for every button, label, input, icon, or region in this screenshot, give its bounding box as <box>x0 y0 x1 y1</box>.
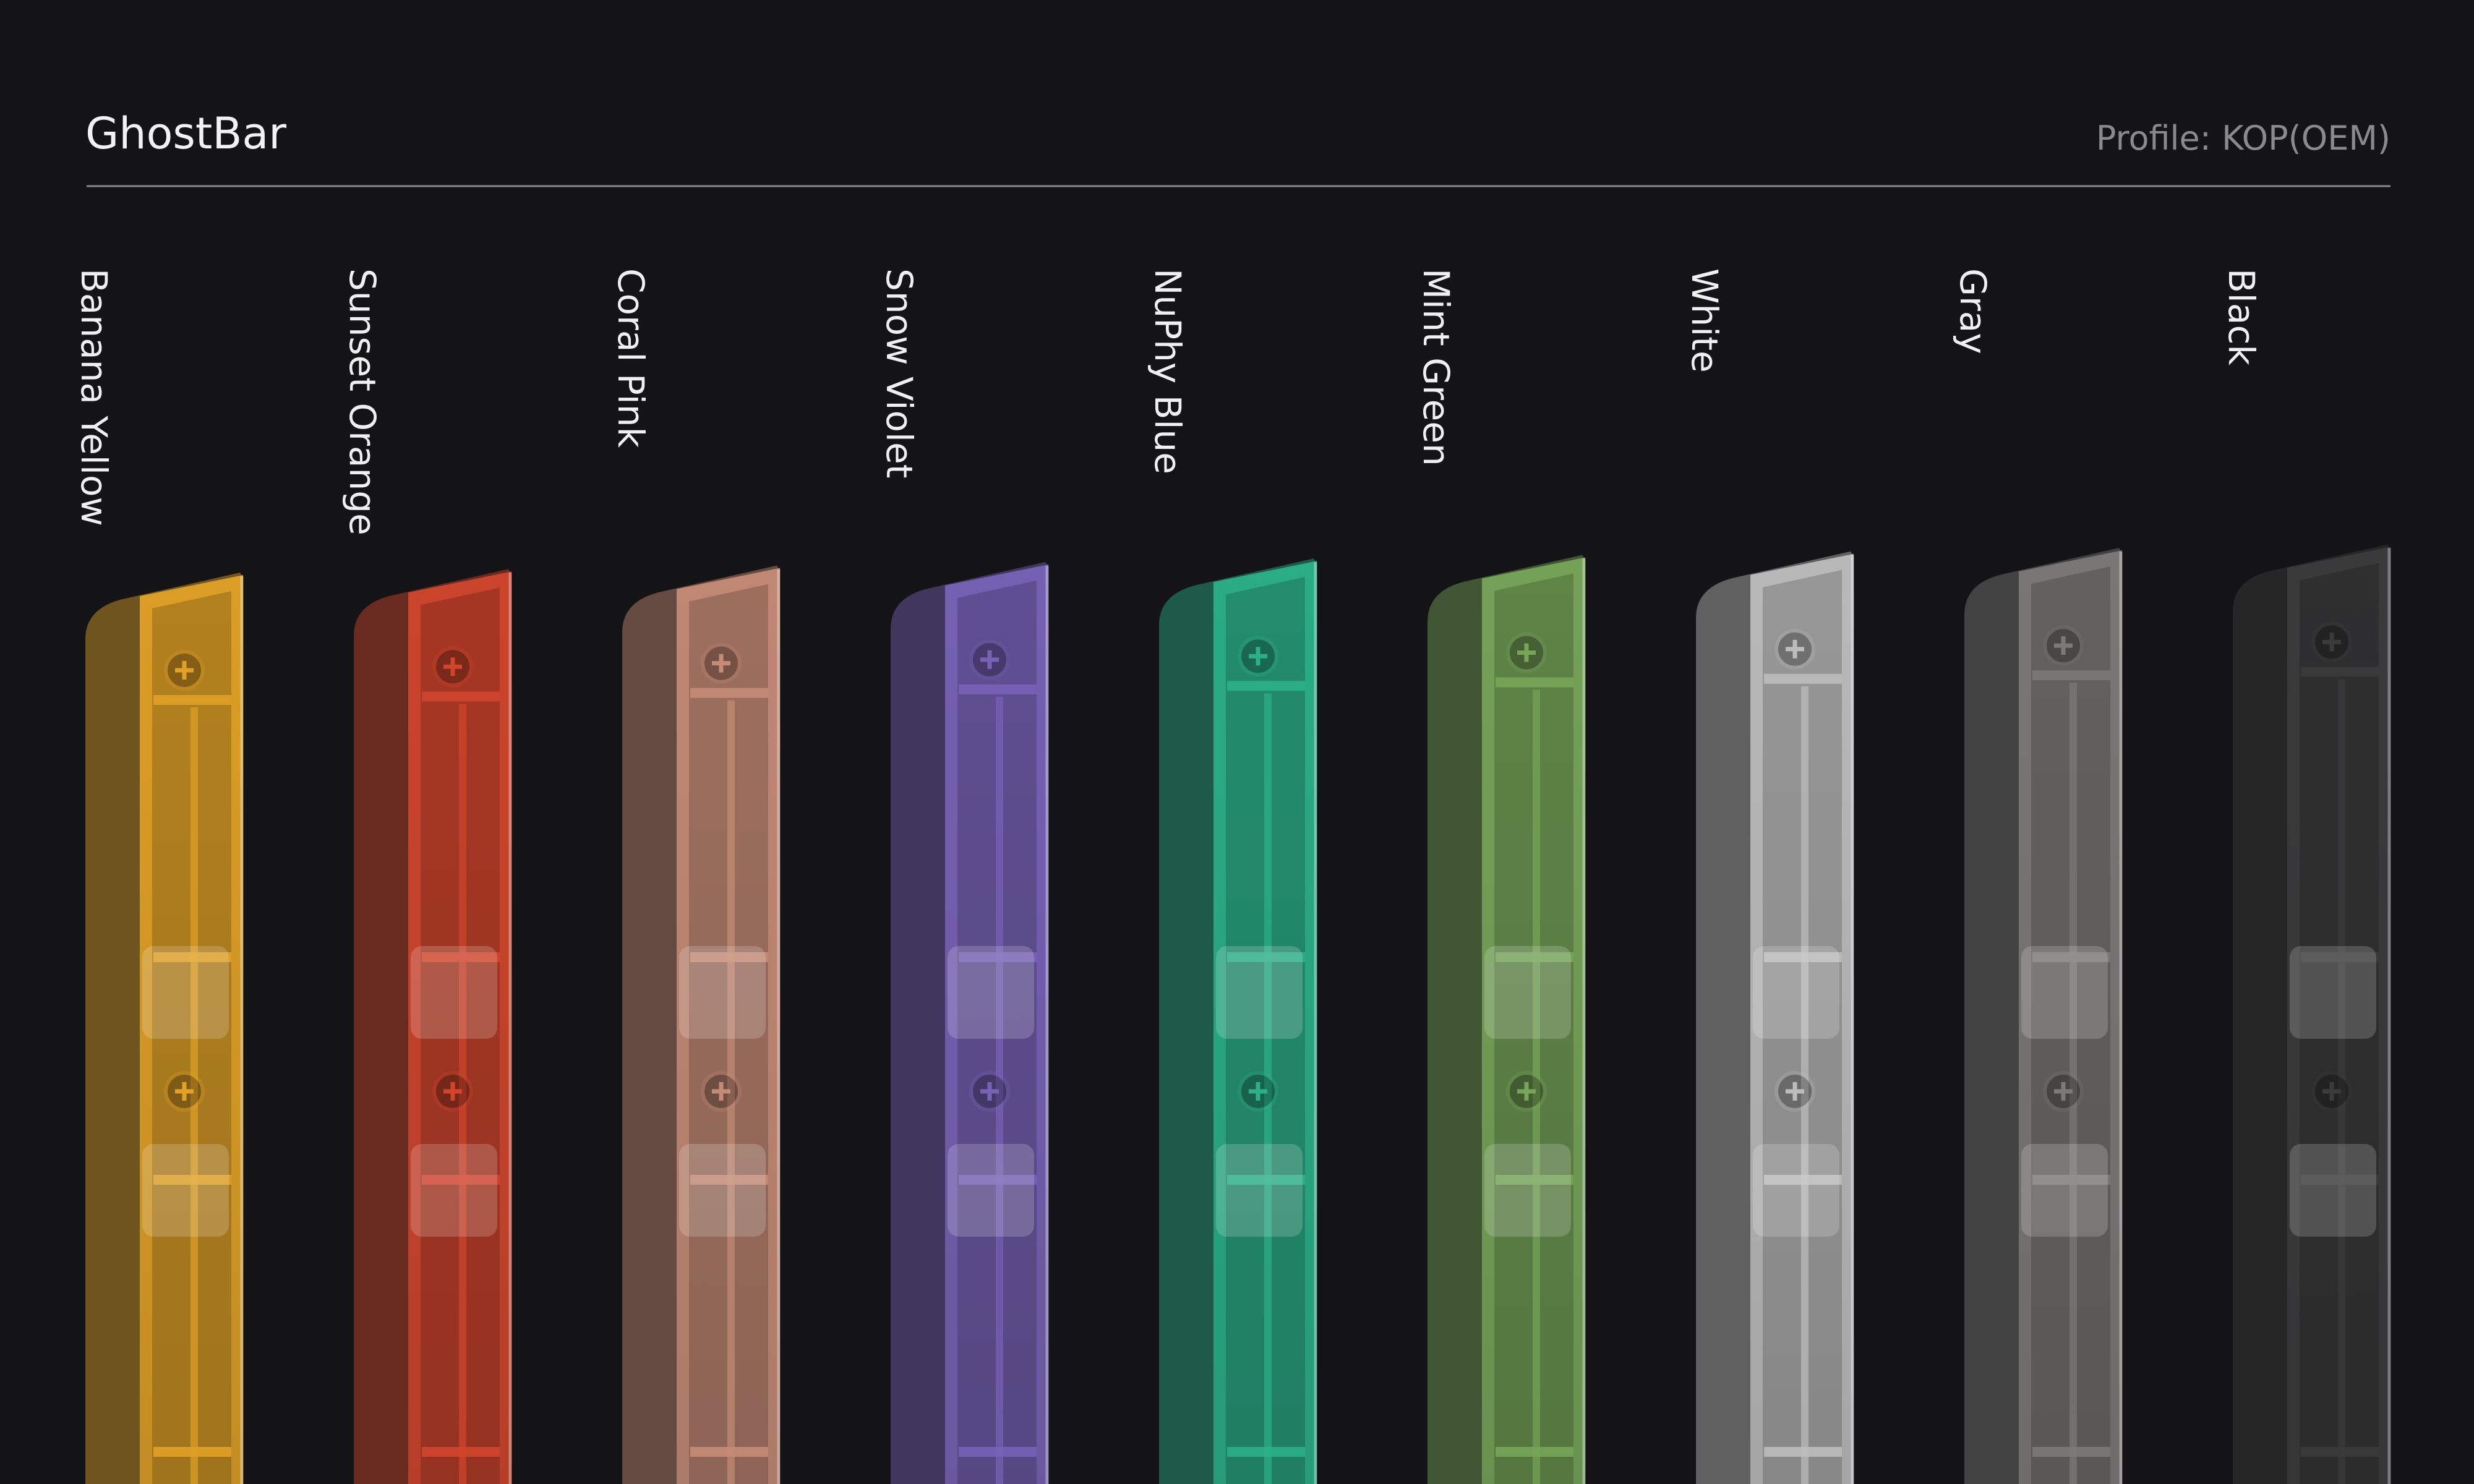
ghostbar <box>622 565 781 1484</box>
ghostbar <box>354 569 512 1484</box>
bar-rib <box>1764 673 1842 684</box>
bar-rib <box>2301 667 2379 677</box>
screw-cross <box>980 650 999 669</box>
ghostbar <box>1964 548 2123 1484</box>
bar-clip <box>2290 1144 2376 1237</box>
bar-clip <box>411 946 497 1039</box>
screw-cross <box>2054 1082 2073 1101</box>
ghostbar <box>1159 558 1317 1484</box>
bar-spine <box>1801 686 1808 1484</box>
title: GhostBar <box>85 108 286 159</box>
variant-label: White <box>1684 268 1726 373</box>
bar-spine <box>1533 689 1540 1484</box>
screw-cross <box>2054 636 2073 655</box>
bar-clip <box>1484 946 1571 1039</box>
screw-cross <box>1249 647 1267 666</box>
bar-set <box>85 544 2391 1484</box>
screw-cross <box>980 1082 999 1101</box>
bar-clip <box>948 1144 1034 1237</box>
bar-clip <box>2021 946 2108 1039</box>
variant-label: Mint Green <box>1415 268 1457 466</box>
bar-clip <box>1753 1144 1839 1237</box>
bar-rib <box>690 688 768 698</box>
variant-label: Coral Pink <box>610 268 652 448</box>
bar-clip <box>1216 1144 1303 1237</box>
ghostbar <box>2233 544 2391 1484</box>
bar-clip <box>2021 1144 2108 1237</box>
bar-rib <box>1227 681 1305 691</box>
subtitle: Profile: KOP(OEM) <box>2096 119 2391 158</box>
bar-rib <box>2032 670 2110 681</box>
screw-cross <box>1517 1082 1536 1101</box>
screw-cross <box>2322 633 2341 652</box>
bar-spine <box>996 696 1003 1484</box>
bar-clip <box>142 1144 229 1237</box>
bar-rib <box>422 691 500 702</box>
variant-label: Banana Yellow <box>73 268 115 526</box>
bar-clip <box>142 946 229 1039</box>
bar-clip <box>2290 946 2376 1039</box>
bar-spine <box>2070 683 2077 1484</box>
screw-cross <box>443 657 462 676</box>
bar-clip <box>679 946 766 1039</box>
variant-label: Sunset Orange <box>341 268 383 535</box>
ghostbar <box>1696 551 1854 1484</box>
screw-cross <box>175 661 194 680</box>
bar-spine <box>2338 679 2345 1484</box>
bar-clip <box>1216 946 1303 1039</box>
bar-rib <box>1496 677 1573 688</box>
screw-cross <box>712 654 730 673</box>
bar-spine <box>1264 693 1272 1484</box>
ghostbar <box>85 573 244 1484</box>
bar-rib <box>153 695 231 705</box>
bar-clip <box>948 946 1034 1039</box>
variant-label: Gray <box>1952 268 1994 354</box>
bar-clip <box>411 1144 497 1237</box>
bar-rib <box>959 684 1037 694</box>
screw-cross <box>1517 643 1536 662</box>
variant-label: Snow Violet <box>878 268 920 478</box>
bar-spine <box>727 700 735 1484</box>
screw-cross <box>1249 1082 1267 1101</box>
screw-cross <box>175 1082 194 1101</box>
bar-clip <box>1753 946 1839 1039</box>
screw-cross <box>712 1082 730 1101</box>
screw-cross <box>1786 639 1804 659</box>
screw-cross <box>2322 1082 2341 1101</box>
ghostbar <box>1427 555 1586 1484</box>
bar-spine <box>459 704 466 1484</box>
screw-cross <box>1786 1082 1804 1101</box>
screw-cross <box>443 1082 462 1101</box>
bar-clip <box>1484 1144 1571 1237</box>
bar-spine <box>190 707 198 1484</box>
variant-label: NuPhy Blue <box>1147 268 1189 474</box>
bar-clip <box>679 1144 766 1237</box>
variant-label: Black <box>2220 268 2262 365</box>
ghostbar <box>891 561 1049 1484</box>
